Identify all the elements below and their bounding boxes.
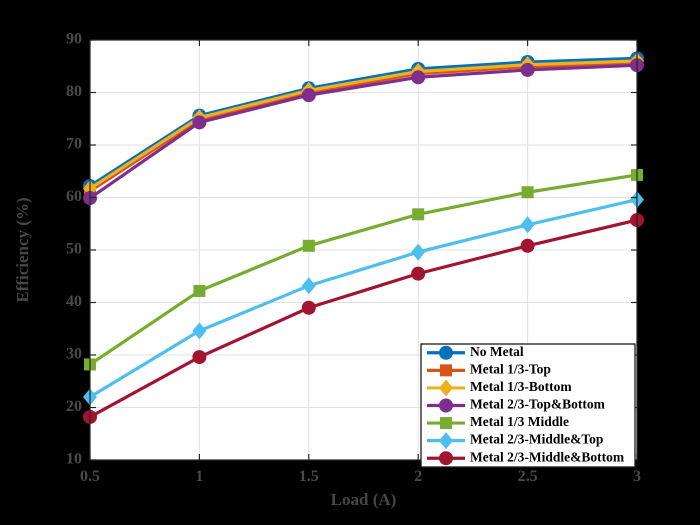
- y-tick-label: 50: [66, 241, 82, 258]
- legend-sample-marker: [439, 379, 453, 397]
- y-tick-label: 90: [66, 31, 82, 48]
- series-line-1: [89, 56, 638, 188]
- data-point: [520, 238, 535, 253]
- series-line-7: [89, 218, 638, 419]
- legend-sample-marker: [439, 398, 453, 413]
- series-line-4: [89, 63, 638, 200]
- data-point: [192, 350, 207, 365]
- data-point: [411, 243, 426, 261]
- x-tick-label: 2.5: [518, 468, 538, 485]
- data-point: [411, 70, 426, 85]
- series-line-3: [89, 59, 638, 190]
- series-line-2: [89, 61, 638, 193]
- x-tick-label: 3: [633, 468, 641, 485]
- data-point: [520, 216, 535, 234]
- x-tick-label: 1: [195, 468, 203, 485]
- y-tick-label: 30: [66, 346, 82, 363]
- legend-label: Metal 1/3 Middle: [470, 414, 569, 429]
- y-axis-label: Efficiency (%): [13, 197, 32, 302]
- legend-sample-marker: [439, 451, 453, 466]
- y-tick-label: 80: [66, 83, 82, 100]
- legend-label: Metal 2/3-Middle&Bottom: [470, 449, 625, 464]
- data-point: [301, 277, 316, 295]
- legend-label: Metal 1/3-Bottom: [470, 379, 572, 394]
- y-tick-label: 60: [66, 188, 82, 205]
- data-point: [192, 115, 207, 130]
- y-tick-label: 40: [66, 293, 82, 310]
- series-line-5: [89, 173, 638, 366]
- data-point: [521, 186, 534, 199]
- data-point: [193, 284, 206, 297]
- y-tick-label: 10: [66, 451, 82, 468]
- x-tick-label: 0.5: [80, 468, 100, 485]
- data-point: [412, 208, 425, 221]
- series-line-6: [89, 198, 638, 399]
- legend-label: No Metal: [470, 344, 524, 359]
- legend-sample-marker: [439, 345, 453, 360]
- y-tick-label: 20: [66, 398, 82, 415]
- data-point: [301, 88, 316, 103]
- data-point: [301, 300, 316, 315]
- data-point: [411, 266, 426, 281]
- data-point: [520, 62, 535, 77]
- legend-label: Metal 1/3-Top: [470, 361, 551, 376]
- legend-sample-marker: [440, 417, 452, 430]
- x-tick-label: 1.5: [299, 468, 319, 485]
- legend-sample-marker: [440, 364, 452, 377]
- legend-label: Metal 2/3-Middle&Top: [470, 432, 603, 447]
- x-axis-label: Load (A): [331, 490, 397, 509]
- legend-label: Metal 2/3-Top&Bottom: [470, 397, 606, 412]
- data-point: [192, 322, 207, 340]
- legend-sample-marker: [439, 432, 453, 450]
- y-tick-label: 70: [66, 136, 82, 153]
- data-point: [302, 239, 315, 252]
- x-tick-label: 2: [414, 468, 422, 485]
